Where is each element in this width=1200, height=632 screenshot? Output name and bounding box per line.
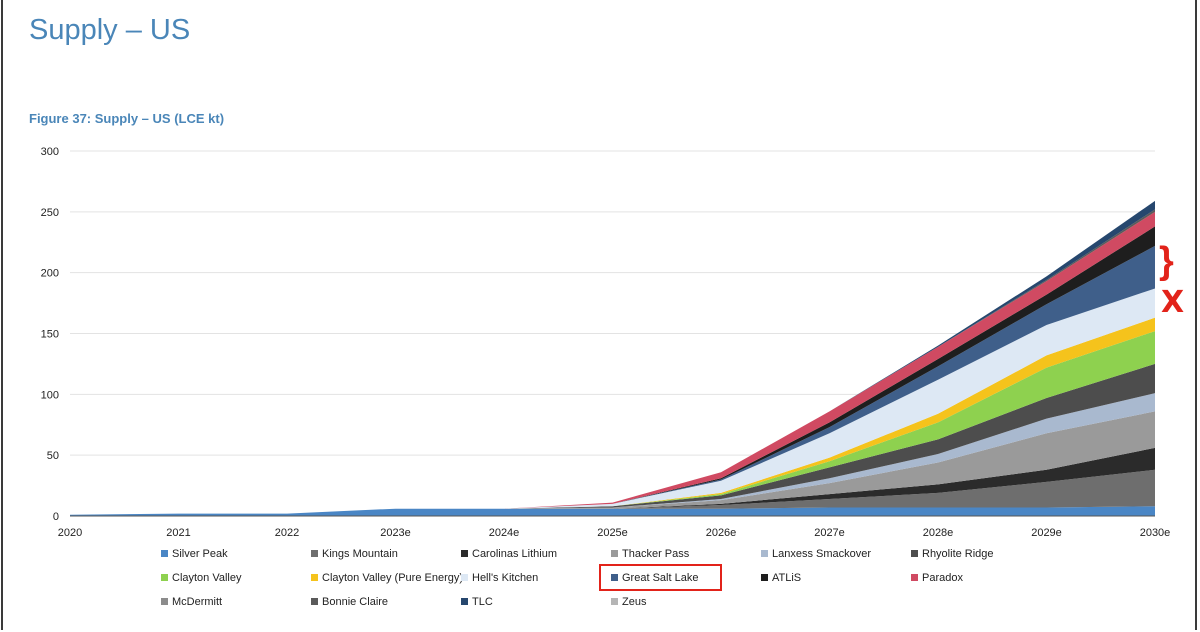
x-tick-label-2029e: 2029e: [1031, 527, 1062, 539]
area-kings-mountain: [70, 469, 1155, 515]
legend-swatch-kings-mountain: [311, 550, 318, 557]
legend-swatch-carolinas-lithium: [461, 550, 468, 557]
legend-label-zeus: Zeus: [622, 596, 647, 608]
legend-label-great-salt-lake: Great Salt Lake: [622, 572, 698, 584]
area-silver-peak: [70, 506, 1155, 516]
y-tick-label-200: 200: [41, 268, 59, 280]
x-tick-label-2028e: 2028e: [923, 527, 954, 539]
legend-swatch-thacker-pass: [611, 550, 618, 557]
area-hell-s-kitchen: [70, 288, 1155, 515]
legend-label-mcdermitt: McDermitt: [172, 596, 222, 608]
legend-swatch-silver-peak: [161, 550, 168, 557]
legend-label-kings-mountain: Kings Mountain: [322, 548, 398, 560]
y-tick-label-100: 100: [41, 389, 59, 401]
area-clayton-valley-pure-energy: [70, 317, 1155, 515]
area-thacker-pass: [70, 411, 1155, 515]
y-tick-label-300: 300: [41, 146, 59, 158]
x-tick-label-2025e: 2025e: [597, 527, 628, 539]
legend-label-carolinas-lithium: Carolinas Lithium: [472, 548, 557, 560]
x-tick-label-2020: 2020: [58, 527, 82, 539]
legend-label-rhyolite-ridge: Rhyolite Ridge: [922, 548, 994, 560]
x-tick-label-2026e: 2026e: [706, 527, 737, 539]
legend-label-hell-s-kitchen: Hell's Kitchen: [472, 572, 538, 584]
chart-title: Figure 37: Supply – US (LCE kt): [29, 111, 225, 126]
legend-label-tlc: TLC: [472, 596, 493, 608]
area-clayton-valley: [70, 331, 1155, 515]
x-tick-label-2030e: 2030e: [1140, 527, 1171, 539]
legend-label-lanxess-smackover: Lanxess Smackover: [772, 548, 871, 560]
x-tick-label-2027e: 2027e: [814, 527, 845, 539]
legend-highlight-box: [599, 564, 722, 591]
legend-label-silver-peak: Silver Peak: [172, 548, 228, 560]
legend-swatch-atlis: [761, 574, 768, 581]
legend-swatch-tlc: [461, 598, 468, 605]
legend-swatch-bonnie-claire: [311, 598, 318, 605]
legend-swatch-great-salt-lake: [611, 574, 618, 581]
area-rhyolite-ridge: [70, 363, 1155, 515]
page-title: Supply – US: [29, 14, 191, 46]
legend-label-atlis: ATLiS: [772, 572, 801, 584]
red-annotation: }X: [1159, 240, 1195, 326]
y-tick-label-50: 50: [47, 450, 59, 462]
legend-label-bonnie-claire: Bonnie Claire: [322, 596, 388, 608]
legend-swatch-mcdermitt: [161, 598, 168, 605]
y-tick-label-250: 250: [41, 207, 59, 219]
stacked-area-chart: 0 50 100 150 200 250 300 2020 2021 2022 2023e 2024e…: [41, 146, 1171, 608]
legend-swatch-lanxess-smackover: [761, 550, 768, 557]
x-tick-label-2023e: 2023e: [380, 527, 411, 539]
legend-label-clayton-valley: Clayton Valley: [172, 572, 242, 584]
legend-label-paradox: Paradox: [922, 572, 963, 584]
legend-swatch-hell-s-kitchen: [461, 574, 468, 581]
y-tick-label-150: 150: [41, 329, 59, 341]
legend-swatch-zeus: [611, 598, 618, 605]
x-tick-label-2022: 2022: [275, 527, 299, 539]
legend-swatch-clayton-valley-pure-energy: [311, 574, 318, 581]
x-tick-label-2021: 2021: [166, 527, 190, 539]
legend-swatch-paradox: [911, 574, 918, 581]
annotation-x-mark: X: [1161, 285, 1184, 320]
legend-label-thacker-pass: Thacker Pass: [622, 548, 690, 560]
y-tick-label-0: 0: [53, 511, 59, 523]
legend-swatch-rhyolite-ridge: [911, 550, 918, 557]
legend-swatch-clayton-valley: [161, 574, 168, 581]
x-tick-label-2024e: 2024e: [489, 527, 520, 539]
annotation-brace: }: [1159, 240, 1174, 282]
legend-label-clayton-valley-pure-energy: Clayton Valley (Pure Energy): [322, 572, 463, 584]
